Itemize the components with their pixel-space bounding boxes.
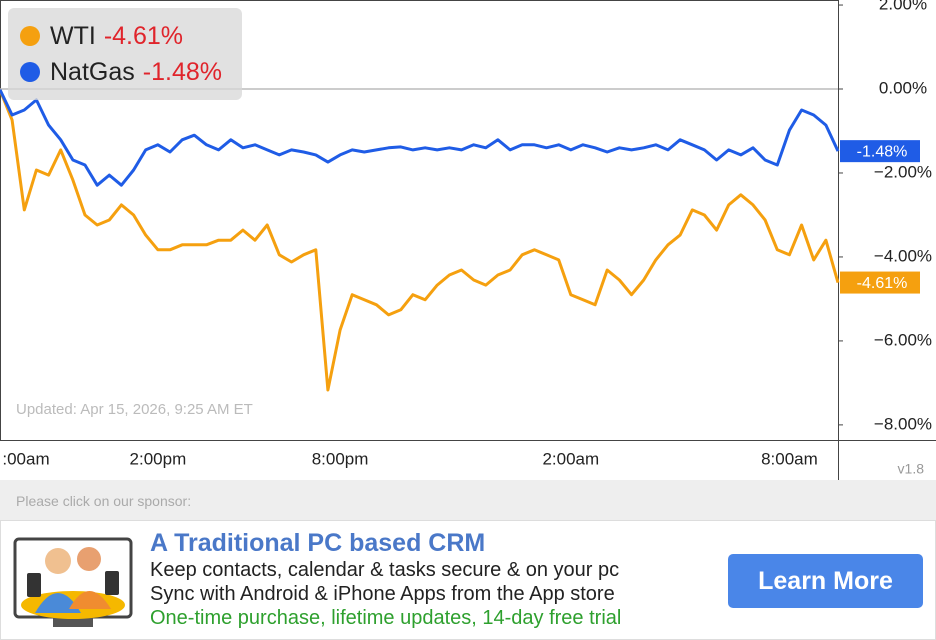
x-tick-label: 8:00pm (312, 449, 369, 468)
badge-box (840, 140, 920, 163)
legend-marker (20, 62, 40, 82)
legend-name: NatGas (50, 58, 135, 86)
series-line (0, 89, 840, 187)
ad-text: Sync with Android & iPhone Apps from the… (150, 583, 615, 605)
badge-label: -4.61% (857, 275, 908, 292)
legend-marker (20, 26, 40, 46)
legend-name: WTI (50, 22, 96, 50)
x-tick-label: 2:00am (542, 449, 599, 468)
y-tick-label: −4.00% (874, 246, 932, 265)
chart: Updated: Apr 15, 2026, 9:25 AM ET v1.8 2… (0, 0, 936, 480)
badge-label: -1.48% (857, 143, 908, 160)
legend-entry: NatGas -1.48% (50, 58, 222, 86)
ad-text: One-time purchase, lifetime updates, 14-… (150, 607, 622, 629)
learn-more-button[interactable]: Learn More (728, 554, 923, 608)
ad[interactable]: A Traditional PC based CRM Keep contacts… (0, 520, 936, 640)
series-line (0, 89, 840, 392)
y-tick-label: 2.00% (879, 0, 927, 14)
sponsor-note: Please click on our sponsor: (16, 493, 192, 509)
ad-title[interactable]: A Traditional PC based CRM (150, 529, 486, 557)
x-tick-label: 2:00pm (130, 449, 187, 468)
last-value-badge: -1.48% (840, 140, 920, 163)
ad-icon (13, 537, 133, 627)
updated-note: Updated: Apr 15, 2026, 9:25 AM ET (16, 401, 253, 418)
legend-value: -1.48% (143, 58, 222, 86)
y-tick-label: −2.00% (874, 162, 932, 181)
x-tick-label: :00am (2, 449, 49, 468)
version: v1.8 (898, 461, 925, 477)
legend-box (8, 8, 242, 100)
legend-value: -4.61% (104, 22, 183, 50)
last-value-badge: -4.61% (840, 271, 920, 294)
sponsor-bar: Please click on our sponsor: (0, 480, 936, 520)
x-tick-label: 8:00am (761, 449, 818, 468)
y-tick-label: −8.00% (874, 414, 932, 433)
ad-text: Keep contacts, calendar & tasks secure &… (150, 559, 620, 581)
badge-box (840, 271, 920, 294)
y-tick-label: 0.00% (879, 78, 927, 97)
legend-entry: WTI -4.61% (50, 22, 183, 50)
y-tick-label: −6.00% (874, 330, 932, 349)
